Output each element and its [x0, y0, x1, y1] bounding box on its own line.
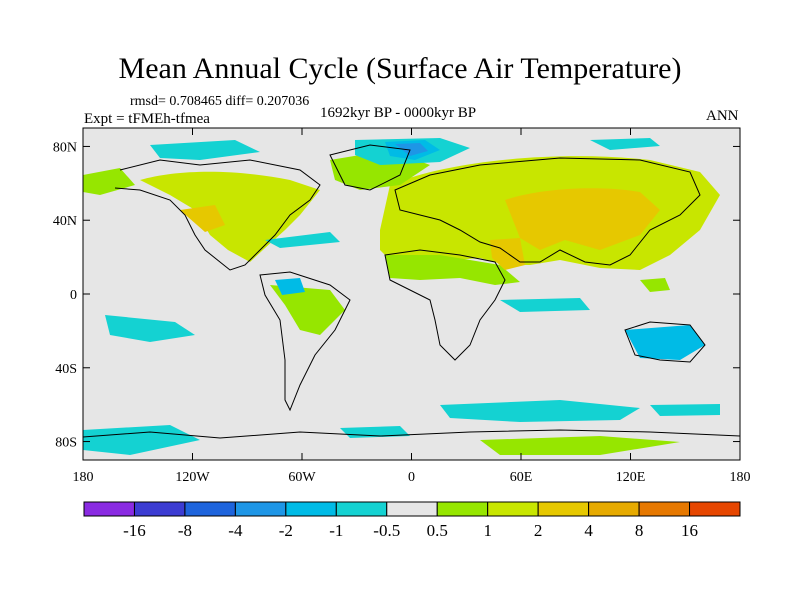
- field-atlantic-cool: [265, 232, 340, 248]
- period-label: 1692kyr BP - 0000kyr BP: [320, 105, 477, 121]
- field-australia-cool: [625, 325, 705, 360]
- field-antarctica-cool: [83, 425, 200, 455]
- field-amazon-cool: [275, 278, 305, 295]
- coast-north-america: [114, 159, 321, 271]
- chart-title: Mean Annual Cycle (Surface Air Temperatu…: [118, 52, 682, 85]
- x-tick-label: 120W: [175, 470, 210, 485]
- colorbar-label: -8: [178, 521, 192, 540]
- y-tick-label: 0: [70, 288, 77, 303]
- experiment-label: Expt = tFMEh-tfmea: [84, 111, 210, 127]
- coast-antarctica: [83, 429, 740, 439]
- field-southern-ocean-cool-2: [650, 404, 720, 416]
- field-africa-ocean-cool: [500, 298, 590, 312]
- field-us-warm: [180, 205, 225, 232]
- x-tick-label: 180: [73, 470, 94, 485]
- coast-greenland: [329, 144, 411, 191]
- field-antarctica-green: [480, 436, 680, 455]
- colorbar-swatch: [133, 501, 186, 517]
- colorbar-label: 2: [534, 521, 543, 540]
- field-greenland-coldest: [395, 143, 428, 156]
- colorbar-label: -1: [329, 521, 343, 540]
- axes: 180 120W 60W 0 60E 120E 180 80N 40N 0 40S 80S: [53, 128, 751, 485]
- season-label: ANN: [706, 108, 739, 124]
- field-pacific-cool: [105, 315, 195, 342]
- colorbar-swatch: [638, 501, 691, 517]
- field-south-america: [270, 285, 345, 335]
- x-tick-label: 0: [408, 470, 415, 485]
- field-central-asia-warm: [505, 188, 660, 250]
- coast-europe-asia: [394, 157, 701, 266]
- field-ne-africa: [640, 278, 670, 292]
- coast-australia: [624, 321, 706, 363]
- y-tick-label: 40S: [55, 362, 77, 377]
- colorbar-label: 0.5: [427, 521, 448, 540]
- colorbar-swatch: [184, 501, 236, 517]
- colorbar-swatch: [234, 501, 287, 517]
- anomaly-fields: [83, 138, 720, 455]
- colorbar-label: 4: [584, 521, 593, 540]
- x-tick-label: 120E: [616, 470, 646, 485]
- colorbar-label: -2: [279, 521, 293, 540]
- field-arctic-cool: [150, 140, 260, 160]
- x-tick-label: 180: [730, 470, 751, 485]
- stats-text: rmsd= 0.708465 diff= 0.207036: [130, 94, 310, 109]
- colorbar-label: -16: [123, 521, 146, 540]
- colorbar-swatch: [285, 501, 337, 517]
- y-tick-label: 80S: [55, 436, 77, 451]
- field-siberia-cool: [590, 138, 660, 150]
- colorbar: -16 -8 -4 -2 -1 -0.5 0.5 1 2 4 8 16: [83, 501, 741, 540]
- colorbar-label: 8: [635, 521, 644, 540]
- colorbar-swatch: [537, 501, 590, 517]
- y-tick-label: 40N: [53, 214, 77, 229]
- colorbar-swatch: [335, 501, 388, 517]
- y-tick-label: 80N: [53, 140, 77, 155]
- colorbar-label: -0.5: [373, 521, 400, 540]
- coast-south-america: [259, 271, 351, 412]
- field-southern-ocean-cool: [440, 400, 640, 422]
- colorbar-swatch: [436, 501, 489, 517]
- x-tick-label: 60W: [288, 470, 316, 485]
- colorbar-swatch: [689, 501, 741, 517]
- colorbar-label: 1: [483, 521, 492, 540]
- colorbar-swatch: [386, 501, 438, 517]
- colorbar-label: 16: [681, 521, 698, 540]
- field-africa-north: [385, 255, 520, 285]
- colorbar-label: -4: [228, 521, 243, 540]
- colorbar-swatch: [588, 501, 640, 517]
- colorbar-swatch: [487, 501, 539, 517]
- x-tick-label: 60E: [510, 470, 533, 485]
- field-north-america: [140, 171, 320, 262]
- field-middle-east-warm: [490, 238, 525, 270]
- coast-africa: [384, 249, 506, 361]
- coastlines: [83, 144, 740, 439]
- colorbar-swatch: [83, 501, 135, 517]
